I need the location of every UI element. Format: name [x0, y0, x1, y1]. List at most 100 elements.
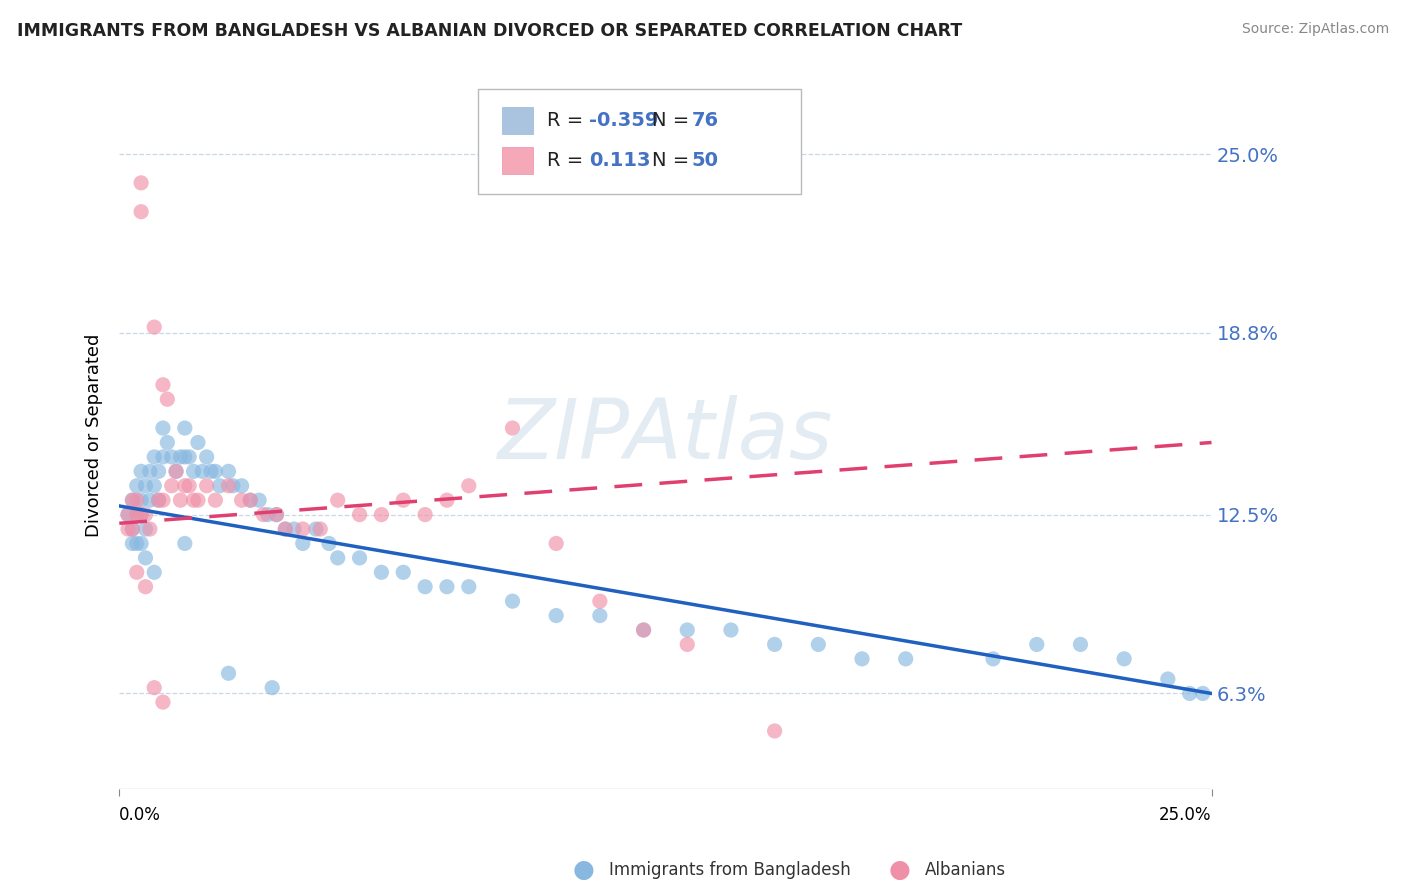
Point [218, 479, 240, 493]
Point [266, 508, 288, 522]
Point [218, 666, 240, 681]
Point [129, 508, 152, 522]
Text: 0.113: 0.113 [589, 151, 651, 170]
Point [117, 522, 139, 536]
Point [1069, 637, 1091, 651]
Y-axis label: Divorced or Separated: Divorced or Separated [86, 334, 103, 537]
Point [239, 493, 262, 508]
Point [121, 522, 143, 536]
Point [309, 522, 332, 536]
Point [1178, 686, 1201, 700]
Text: ZIPAtlas: ZIPAtlas [498, 395, 834, 475]
Point [981, 652, 1004, 666]
Point [125, 493, 148, 508]
Point [179, 479, 201, 493]
Point [134, 522, 156, 536]
Point [129, 176, 152, 190]
Point [173, 421, 195, 435]
Point [262, 681, 284, 695]
Point [436, 580, 458, 594]
Point [291, 522, 314, 536]
Point [139, 522, 162, 536]
Point [807, 637, 830, 651]
Point [274, 522, 297, 536]
Point [291, 536, 314, 550]
Point [370, 508, 392, 522]
Point [195, 479, 218, 493]
Point [169, 493, 191, 508]
Point [143, 681, 166, 695]
Point [121, 493, 143, 508]
Point [148, 493, 170, 508]
Point [208, 479, 231, 493]
Point [589, 594, 612, 608]
Point [121, 536, 143, 550]
Point [187, 435, 209, 450]
Point [134, 479, 156, 493]
Point [676, 623, 699, 637]
Text: ●: ● [889, 858, 911, 881]
Point [720, 623, 742, 637]
Point [231, 479, 253, 493]
Point [156, 392, 179, 407]
Point [413, 580, 436, 594]
Point [283, 522, 305, 536]
Text: 50: 50 [692, 151, 718, 170]
Point [1191, 686, 1213, 700]
Text: R =: R = [547, 151, 589, 170]
Point [247, 493, 270, 508]
Point [143, 479, 166, 493]
Point [349, 508, 371, 522]
Point [218, 464, 240, 478]
Point [222, 479, 245, 493]
Point [143, 450, 166, 464]
Point [139, 493, 162, 508]
Point [305, 522, 328, 536]
Point [152, 377, 174, 392]
Point [239, 493, 262, 508]
Point [156, 435, 179, 450]
Point [349, 550, 371, 565]
Point [117, 508, 139, 522]
Point [139, 464, 162, 478]
Point [1157, 672, 1180, 686]
Point [173, 536, 195, 550]
Point [148, 464, 170, 478]
Point [676, 637, 699, 651]
Point [160, 450, 183, 464]
Point [763, 723, 786, 738]
Point [266, 508, 288, 522]
Text: 76: 76 [692, 111, 718, 130]
Point [1114, 652, 1136, 666]
Point [274, 522, 297, 536]
Text: 25.0%: 25.0% [1159, 806, 1212, 824]
Point [121, 493, 143, 508]
Point [436, 493, 458, 508]
Point [413, 508, 436, 522]
Point [134, 550, 156, 565]
Point [187, 493, 209, 508]
Point [633, 623, 655, 637]
Point [129, 536, 152, 550]
Point [326, 493, 349, 508]
Text: ●: ● [572, 858, 595, 881]
Text: R =: R = [547, 111, 589, 130]
Point [1025, 637, 1047, 651]
Point [169, 450, 191, 464]
Point [165, 464, 187, 478]
Text: Source: ZipAtlas.com: Source: ZipAtlas.com [1241, 22, 1389, 37]
Point [152, 421, 174, 435]
Point [763, 637, 786, 651]
Text: Albanians: Albanians [925, 861, 1007, 879]
Point [252, 508, 274, 522]
Point [143, 320, 166, 334]
Point [204, 493, 226, 508]
Point [125, 566, 148, 580]
Point [191, 464, 214, 478]
Text: 0.0%: 0.0% [120, 806, 162, 824]
Point [125, 536, 148, 550]
Point [121, 522, 143, 536]
Point [117, 508, 139, 522]
Point [195, 450, 218, 464]
Point [370, 566, 392, 580]
